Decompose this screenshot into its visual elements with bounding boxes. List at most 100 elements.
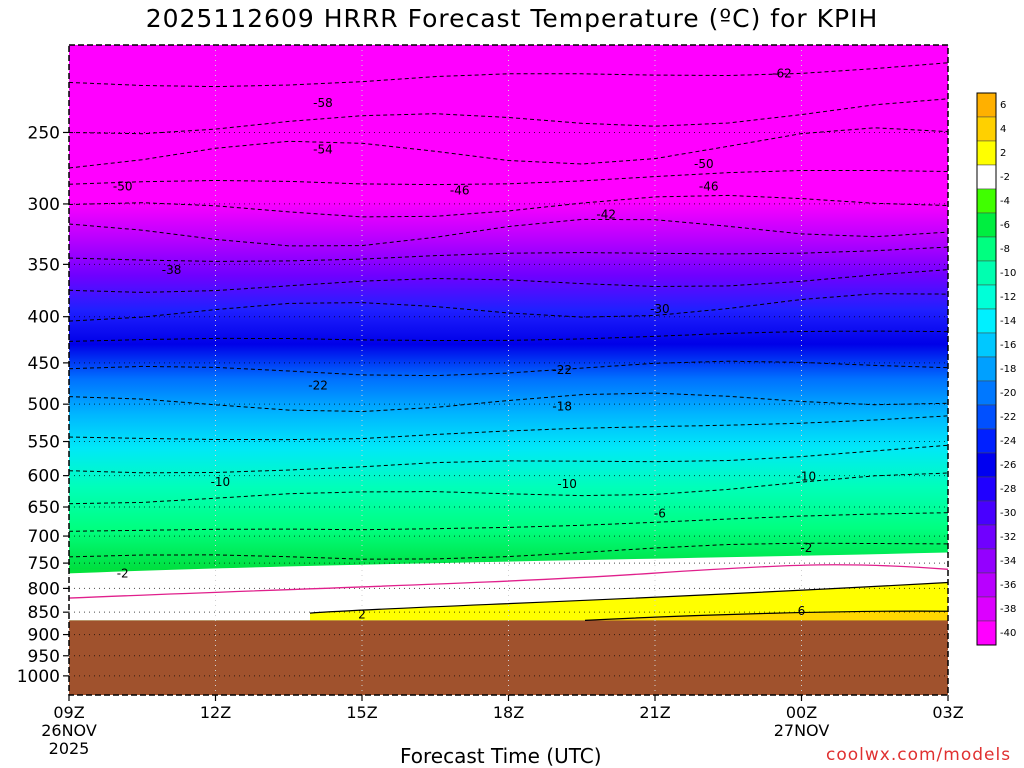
colorbar-label: -20 bbox=[1000, 388, 1016, 399]
x-tick-label: 21Z bbox=[639, 703, 670, 722]
contour-label: -30 bbox=[650, 302, 670, 316]
y-tick-label: 400 bbox=[28, 308, 60, 328]
contour-label: -18 bbox=[552, 400, 572, 414]
colorbar-swatch bbox=[976, 380, 997, 406]
colorbar-label: -6 bbox=[1000, 220, 1010, 231]
colorbar-label: -26 bbox=[1000, 460, 1016, 471]
contour-label: -62 bbox=[772, 66, 792, 80]
axes: 250 300 350 400 450 500 550 600 650 700 750 800 850 9… bbox=[17, 44, 964, 758]
chart-title: 2025112609 HRRR Forecast Temperature (ºC… bbox=[145, 4, 879, 33]
colorbar-swatch bbox=[976, 524, 997, 550]
contour-label: -38 bbox=[162, 263, 182, 277]
colorbar-label: -4 bbox=[1000, 196, 1010, 207]
colorbar-swatch bbox=[976, 116, 997, 142]
x-tick-label: 15Z bbox=[346, 703, 377, 722]
warm-layer-6c bbox=[585, 611, 948, 621]
colorbar-swatch bbox=[976, 284, 997, 310]
colorbar-swatch bbox=[976, 596, 997, 622]
isotherm-6c-line bbox=[584, 610, 949, 621]
colorbar-swatch bbox=[976, 164, 997, 190]
colorbar-label: -32 bbox=[1000, 532, 1016, 543]
contour-label: -22 bbox=[308, 379, 328, 393]
colorbar-swatch bbox=[976, 188, 997, 214]
temperature-field bbox=[69, 45, 948, 621]
colorbar-label: 2 bbox=[1000, 148, 1006, 159]
contour-label: -10 bbox=[797, 469, 817, 483]
x-tick-label: 00Z bbox=[786, 703, 817, 722]
colorbar-label: -22 bbox=[1000, 412, 1016, 423]
colorbar-label: -28 bbox=[1000, 484, 1016, 495]
colorbar-swatch bbox=[976, 620, 997, 646]
contour-label: -46 bbox=[699, 180, 719, 194]
contour-label: -2 bbox=[117, 566, 129, 580]
y-tick-label: 600 bbox=[28, 467, 60, 487]
y-tick-label: 250 bbox=[28, 123, 60, 143]
colorbar-swatch bbox=[976, 476, 997, 502]
colorbar-label: -2 bbox=[1000, 172, 1010, 183]
y-tick-label: 900 bbox=[28, 626, 60, 646]
x-tick-label: 09Z bbox=[53, 703, 84, 722]
colorbar-swatch bbox=[976, 92, 997, 118]
contour-label: -46 bbox=[450, 184, 470, 198]
isotherm-line bbox=[68, 218, 949, 247]
contour-label: 2 bbox=[358, 607, 366, 621]
colorbar-swatch bbox=[976, 548, 997, 574]
y-tick-label: 950 bbox=[28, 647, 60, 667]
plot-frame bbox=[68, 44, 949, 696]
contour-label: -58 bbox=[313, 96, 333, 110]
y-tick-label: 500 bbox=[28, 395, 60, 415]
contour-label: -22 bbox=[552, 363, 572, 377]
colorbar-label: -40 bbox=[1000, 628, 1016, 639]
contour-labels: -62-58-54-50-50-46 -46-42-38-30-22-22-18-… bbox=[113, 66, 816, 621]
contour-label: -10 bbox=[211, 475, 231, 489]
y-tick-label: 300 bbox=[28, 195, 60, 215]
x-tick-year-label: 2025 bbox=[49, 739, 90, 758]
colorbar-swatch bbox=[976, 404, 997, 430]
colorbar: 6 4 2 -2 -4 -6 -8 -10 -12 -14 -16 -18 -20 -22 -24 -26 -2… bbox=[976, 92, 1016, 646]
contour-label: -50 bbox=[694, 157, 714, 171]
colorbar-label: -30 bbox=[1000, 508, 1016, 519]
credit-link[interactable]: coolwx.com/models bbox=[826, 745, 1012, 765]
colorbar-swatch bbox=[976, 356, 997, 382]
contour-label: -2 bbox=[800, 541, 812, 555]
colorbar-label: -36 bbox=[1000, 580, 1016, 591]
y-tick-label: 550 bbox=[28, 433, 60, 453]
isotherm-line bbox=[68, 127, 949, 169]
y-tick-label: 800 bbox=[28, 579, 60, 599]
y-tick-label: 450 bbox=[28, 354, 60, 374]
colorbar-swatch bbox=[976, 260, 997, 286]
x-tick-date-label: 27NOV bbox=[774, 721, 830, 740]
contour-lines bbox=[68, 62, 949, 621]
x-tick-label: 03Z bbox=[932, 703, 963, 722]
colorbar-label: 6 bbox=[1000, 100, 1006, 111]
colorbar-swatch bbox=[976, 572, 997, 598]
colorbar-label: -12 bbox=[1000, 292, 1016, 303]
x-tick-label: 12Z bbox=[200, 703, 231, 722]
y-tick-label: 650 bbox=[28, 498, 60, 518]
ground-fill bbox=[69, 620, 948, 695]
colorbar-swatch bbox=[976, 236, 997, 262]
y-tick-label: 750 bbox=[28, 554, 60, 574]
colorbar-label: -10 bbox=[1000, 268, 1016, 279]
isotherm-2c-line bbox=[309, 581, 949, 614]
colorbar-label: -14 bbox=[1000, 316, 1016, 327]
contour-label: 6 bbox=[798, 604, 806, 618]
y-tick-label: 700 bbox=[28, 527, 60, 547]
x-tick-label: 18Z bbox=[493, 703, 524, 722]
colorbar-swatch bbox=[976, 428, 997, 454]
contour-label: -10 bbox=[557, 477, 577, 491]
y-tick-label: 1000 bbox=[17, 667, 60, 687]
colorbar-label: -24 bbox=[1000, 436, 1016, 447]
colorbar-swatch bbox=[976, 212, 997, 238]
colorbar-label: -16 bbox=[1000, 340, 1016, 351]
x-axis-label: Forecast Time (UTC) bbox=[400, 744, 602, 768]
warm-layer-2c bbox=[310, 582, 948, 621]
colorbar-label: 4 bbox=[1000, 124, 1006, 135]
colorbar-label: -18 bbox=[1000, 364, 1016, 375]
colorbar-label: -8 bbox=[1000, 244, 1010, 255]
contour-label: -6 bbox=[654, 507, 666, 521]
colorbar-frame bbox=[976, 92, 997, 646]
contour-label: -42 bbox=[596, 207, 616, 221]
colorbar-label: -34 bbox=[1000, 556, 1016, 567]
